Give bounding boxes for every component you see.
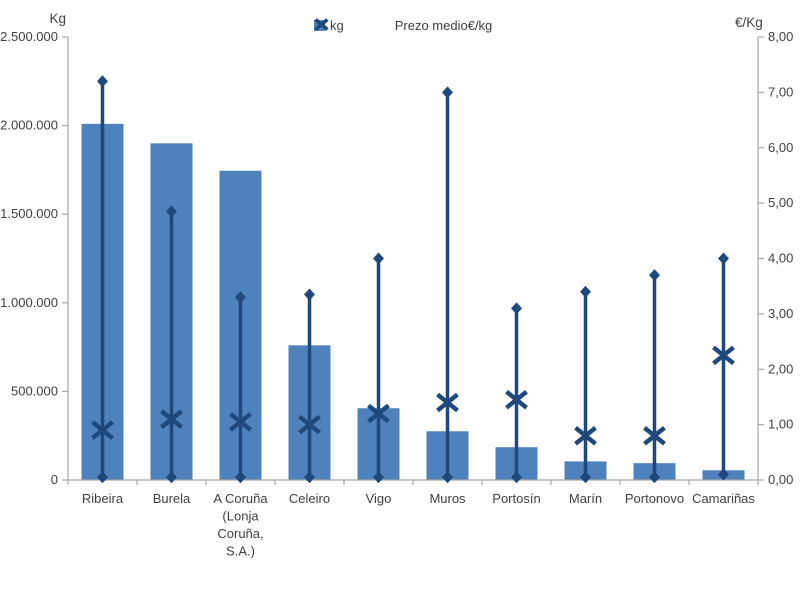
- price-min-diamond-7: [580, 471, 591, 484]
- price-avg-x-marker-4: [367, 403, 390, 424]
- legend-label-kg: kg: [330, 18, 344, 33]
- category-label: Celeiro: [289, 491, 330, 506]
- price-min-diamond-3: [304, 471, 315, 484]
- category-label: Portonovo: [625, 491, 684, 506]
- price-min-diamond-2: [235, 471, 246, 484]
- right-axis-tick-label: 0,00: [768, 472, 793, 487]
- category-label: Coruña,: [217, 526, 263, 541]
- left-axis-tick-label: 1.000.000: [0, 295, 58, 310]
- price-avg-x-marker-3: [298, 414, 321, 435]
- right-axis-tick-label: 2,00: [768, 361, 793, 376]
- chart-legend: kg Prezo medio€/kg: [314, 18, 492, 33]
- right-axis-tick-label: 4,00: [768, 251, 793, 266]
- price-max-diamond-5: [442, 86, 453, 99]
- price-max-diamond-1: [166, 205, 177, 218]
- legend-item-prezo-medio: Prezo medio€/kg: [314, 18, 493, 33]
- category-label: S.A.): [226, 544, 255, 559]
- legend-label-prezo-medio: Prezo medio€/kg: [394, 18, 493, 33]
- right-axis-tick-label: 3,00: [768, 306, 793, 321]
- price-min-diamond-6: [511, 471, 522, 484]
- left-axis-tick-label: 0: [51, 472, 58, 487]
- price-max-diamond-2: [235, 291, 246, 304]
- price-max-diamond-0: [97, 75, 108, 88]
- left-axis-tick-label: 1.500.000: [0, 206, 58, 221]
- price-avg-x-marker-0: [91, 420, 114, 440]
- category-label: Ribeira: [82, 491, 124, 506]
- price-max-diamond-3: [304, 288, 315, 301]
- price-avg-x-marker-6: [505, 389, 528, 410]
- price-min-diamond-9: [718, 468, 729, 481]
- price-avg-x-marker-8: [643, 425, 666, 446]
- right-axis-title: €/Kg: [735, 15, 763, 30]
- category-label: Muros: [429, 491, 466, 506]
- price-max-diamond-4: [373, 252, 384, 265]
- price-min-diamond-8: [649, 471, 660, 484]
- right-axis-tick-label: 5,00: [768, 195, 793, 210]
- price-min-diamond-0: [97, 471, 108, 484]
- left-axis-tick-label: 2.000.000: [0, 118, 58, 133]
- category-label: Portosín: [492, 491, 540, 506]
- left-axis-title: Kg: [49, 11, 66, 26]
- price-avg-x-marker-5: [436, 392, 459, 413]
- right-axis-tick-label: 6,00: [768, 140, 793, 155]
- left-axis-tick-label: 2.500.000: [0, 29, 58, 44]
- category-label: Marín: [569, 491, 602, 506]
- category-label: Vigo: [366, 491, 392, 506]
- left-axis-tick-label: 500.000: [11, 383, 58, 398]
- category-label: Camariñas: [692, 491, 755, 506]
- price-avg-x-marker-9: [712, 345, 735, 366]
- price-avg-x-marker-2: [229, 412, 252, 432]
- price-min-diamond-4: [373, 471, 384, 484]
- right-axis-tick-label: 8,00: [768, 29, 793, 44]
- price-max-diamond-8: [649, 269, 660, 282]
- price-min-diamond-5: [442, 471, 453, 484]
- price-max-diamond-7: [580, 285, 591, 298]
- category-label: A Coruña: [213, 491, 268, 506]
- price-min-diamond-1: [166, 471, 177, 484]
- price-max-diamond-9: [718, 252, 729, 265]
- right-axis-tick-label: 1,00: [768, 417, 793, 432]
- price-avg-x-marker-1: [160, 409, 183, 429]
- price-max-diamond-6: [511, 302, 522, 315]
- category-label: (Lonja: [222, 509, 259, 524]
- category-label: Burela: [153, 491, 191, 506]
- price-avg-x-marker-7: [574, 425, 597, 446]
- right-axis-tick-label: 7,00: [768, 84, 793, 99]
